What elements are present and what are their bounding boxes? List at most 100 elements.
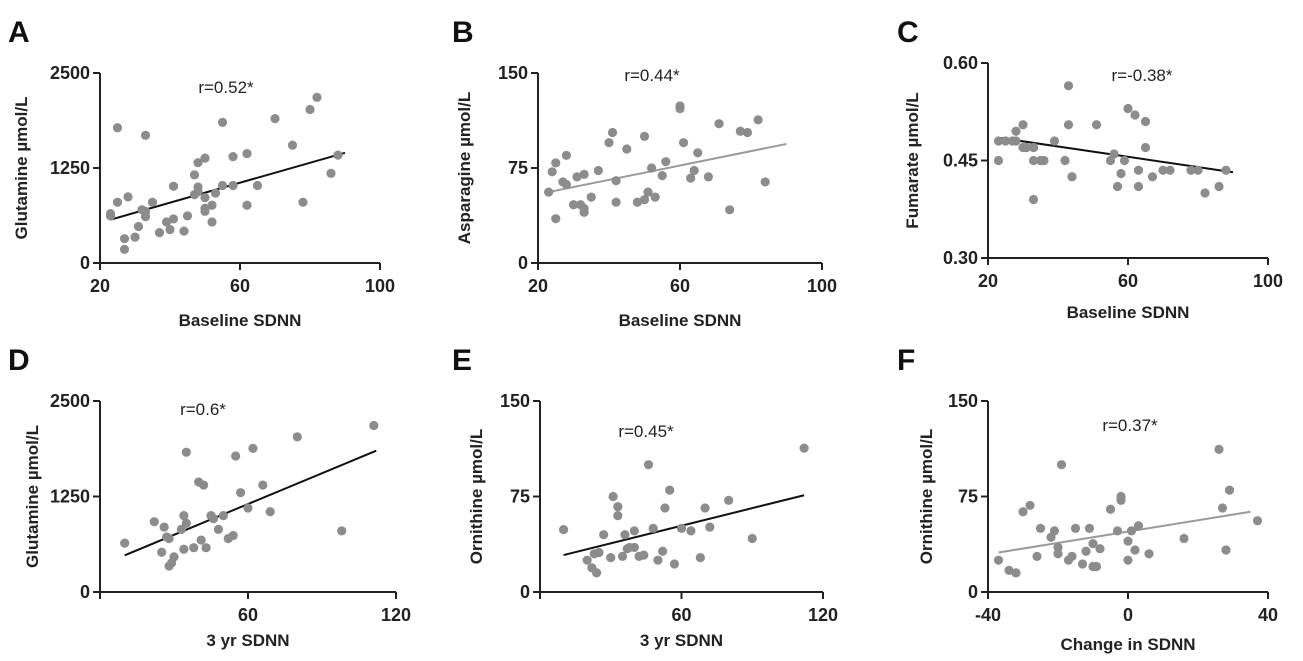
data-point: [703, 172, 714, 182]
data-point: [179, 544, 189, 554]
data-point: [1186, 165, 1196, 175]
panel-letter: D: [8, 344, 30, 377]
y-axis-label: Glutamine µmol/L: [23, 425, 42, 568]
data-point: [196, 535, 206, 545]
y-axis-label: Asparagine µmol/L: [455, 92, 474, 244]
data-point: [629, 542, 639, 553]
data-point: [176, 524, 186, 534]
data-point: [593, 165, 603, 176]
data-point: [1063, 81, 1074, 91]
data-point: [669, 559, 680, 569]
y-tick-label: 0: [520, 582, 530, 602]
data-point: [1056, 460, 1067, 470]
data-point: [1116, 168, 1126, 179]
data-point: [735, 126, 745, 136]
data-point: [547, 167, 557, 177]
data-point: [1112, 526, 1123, 536]
data-point: [1133, 521, 1144, 531]
data-point: [228, 152, 238, 162]
correlation-annotation: r=0.44*: [624, 66, 680, 85]
panel-letter: E: [452, 344, 472, 377]
data-point: [544, 187, 554, 197]
data-point: [154, 228, 165, 238]
data-point: [242, 200, 252, 210]
data-point: [1179, 533, 1189, 544]
y-tick-label: 2500: [50, 63, 90, 83]
x-axis-label: 3 yr SDNN: [640, 631, 723, 650]
data-point: [607, 127, 618, 138]
data-point: [1221, 545, 1231, 555]
data-point: [1214, 181, 1224, 192]
data-point: [159, 522, 169, 532]
correlation-annotation: r=0.37*: [1102, 416, 1158, 435]
regression-line: [998, 510, 1251, 554]
data-point: [643, 187, 653, 197]
data-point: [312, 92, 322, 102]
data-point: [1193, 165, 1203, 175]
data-point: [561, 179, 572, 190]
data-point: [140, 206, 151, 216]
data-point: [1067, 551, 1077, 561]
data-point: [1077, 559, 1088, 569]
data-point: [606, 553, 616, 563]
data-point: [337, 526, 347, 536]
x-axis-label: Baseline SDNN: [1067, 303, 1190, 322]
data-point: [1123, 103, 1133, 114]
x-tick-label: 20: [978, 271, 998, 291]
data-point: [1119, 155, 1130, 166]
data-point: [1112, 181, 1123, 192]
data-point: [1032, 551, 1042, 561]
data-point: [369, 420, 379, 431]
data-point: [1116, 495, 1126, 505]
data-point: [189, 170, 200, 180]
data-point: [1084, 523, 1095, 533]
data-point: [1081, 546, 1091, 556]
data-point: [1165, 165, 1175, 175]
data-point: [993, 155, 1004, 166]
y-tick-label: 150: [500, 391, 530, 411]
data-point: [1011, 568, 1021, 578]
data-point: [242, 148, 252, 159]
x-tick-label: 60: [238, 605, 258, 625]
data-point: [579, 207, 589, 217]
data-point: [165, 224, 175, 235]
data-point: [661, 157, 671, 167]
panel-f: F -40 0 40 0 75 150 Change in SDNN Ornithine µmo…: [897, 344, 1278, 654]
data-point: [1067, 172, 1077, 182]
data-point: [648, 523, 658, 533]
data-point: [657, 171, 667, 181]
correlation-annotation: r=0.45*: [618, 422, 674, 441]
regression-line: [548, 142, 787, 194]
data-point: [608, 491, 618, 502]
y-tick-label: 75: [510, 487, 530, 507]
data-point: [1140, 142, 1151, 153]
y-tick-label: 1250: [50, 158, 90, 178]
data-point: [551, 214, 561, 224]
x-tick-label: -40: [975, 605, 1001, 625]
x-tick-label: 100: [1253, 271, 1283, 291]
data-point: [742, 127, 753, 138]
data-point: [993, 555, 1004, 565]
x-tick-label: 40: [1258, 605, 1278, 625]
data-point: [1028, 142, 1039, 153]
data-point: [270, 114, 280, 124]
data-point: [287, 140, 298, 150]
data-point: [725, 205, 735, 215]
data-point: [1035, 523, 1046, 533]
data-point: [620, 530, 630, 540]
data-point: [1144, 549, 1154, 559]
data-point: [1123, 536, 1133, 546]
data-point: [243, 503, 253, 513]
x-tick-label: 60: [1118, 271, 1138, 291]
y-tick-label: 0.30: [943, 248, 978, 268]
data-point: [724, 495, 734, 505]
data-point: [228, 180, 238, 191]
data-point: [1217, 503, 1228, 513]
data-point: [639, 550, 649, 560]
data-point: [1133, 165, 1144, 175]
data-point: [179, 226, 189, 236]
panel-c: C 20 60 100 0.30 0.45 0.60 Baseline SDNN Fumarat…: [897, 16, 1283, 322]
data-point: [753, 115, 763, 125]
